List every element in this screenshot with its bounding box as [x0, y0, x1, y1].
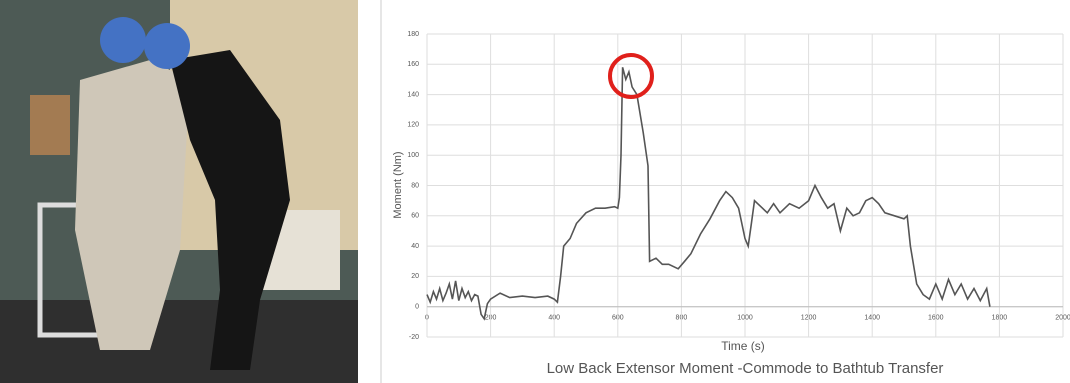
y-tick-label: 140 — [407, 91, 419, 98]
y-tick-label: -20 — [409, 334, 419, 341]
y-tick-label: 60 — [411, 213, 419, 220]
person-standing — [170, 50, 290, 370]
y-tick-label: 0 — [415, 304, 419, 311]
floor — [0, 300, 358, 383]
y-tick-label: 120 — [407, 122, 419, 129]
y-tick-label: 180 — [407, 31, 419, 38]
y-tick-label: 80 — [411, 182, 419, 189]
face-mask — [144, 23, 190, 69]
y-tick-label: 100 — [407, 152, 419, 159]
y-axis-label: Moment (Nm) — [392, 151, 404, 218]
y-tick-label: 160 — [407, 61, 419, 68]
data-line — [426, 67, 991, 321]
photo — [0, 0, 358, 383]
face-mask — [100, 17, 146, 63]
box — [30, 95, 70, 155]
chart-title: Low Back Extensor Moment -Commode to Bat… — [547, 360, 944, 377]
y-tick-label: 40 — [411, 243, 419, 250]
highlight-circle — [608, 53, 654, 99]
y-tick-label: 20 — [411, 273, 419, 280]
x-axis-label: Time (s) — [721, 339, 765, 353]
person-seated — [75, 60, 190, 350]
plot: -200204060801001201401601800200400600800… — [407, 31, 1070, 341]
